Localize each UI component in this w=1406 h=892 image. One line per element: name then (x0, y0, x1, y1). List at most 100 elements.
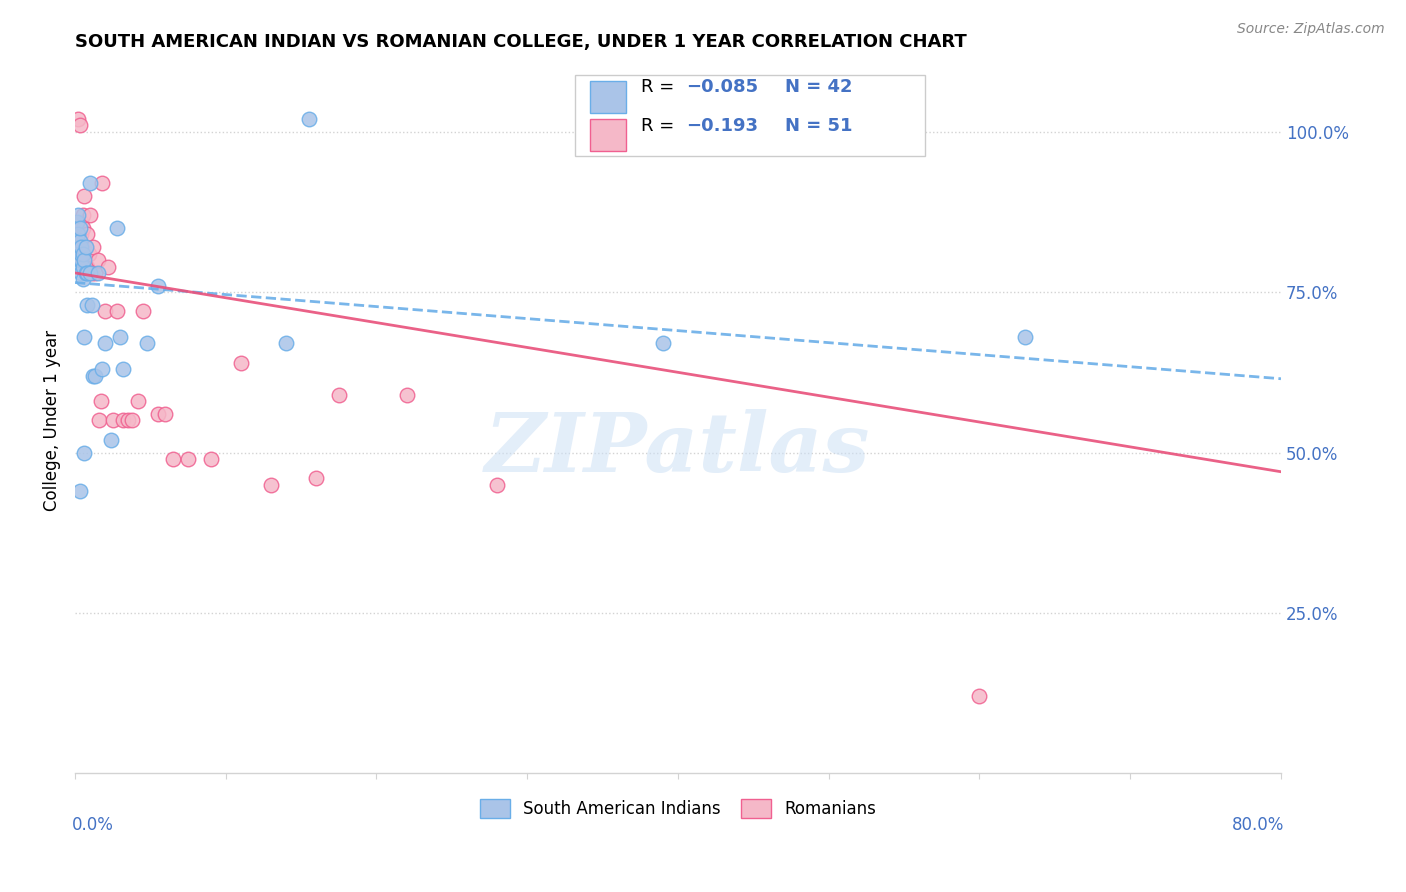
Point (112, 413, 135, 427)
Point (146, 278, 169, 293)
Point (229, 356, 252, 370)
Text: R =: R = (641, 78, 679, 96)
Point (76, 298, 98, 312)
Point (70, 214, 93, 228)
Point (146, 407, 169, 421)
Point (69, 119, 91, 133)
Point (66, 227, 89, 242)
Point (69, 221, 91, 235)
Point (70, 246, 93, 260)
Y-axis label: College, Under 1 year: College, Under 1 year (44, 330, 60, 511)
Point (70, 266, 93, 280)
Point (70, 240, 93, 254)
Point (117, 413, 139, 427)
Point (72, 240, 94, 254)
Point (70, 253, 93, 268)
Point (86, 253, 108, 268)
Point (80, 266, 103, 280)
Point (121, 413, 143, 427)
Point (79, 266, 101, 280)
Point (82, 240, 104, 254)
Point (72, 246, 94, 260)
Point (66, 112, 89, 126)
Point (1014, 330, 1036, 344)
FancyBboxPatch shape (575, 75, 925, 156)
Point (94, 336, 117, 351)
Point (65, 214, 87, 228)
Point (651, 336, 673, 351)
Point (80, 298, 103, 312)
Point (305, 471, 328, 485)
Text: 0.0%: 0.0% (72, 815, 114, 833)
Text: 80.0%: 80.0% (1232, 815, 1285, 833)
Point (69, 253, 91, 268)
Point (132, 304, 155, 318)
Point (82, 368, 104, 383)
Point (76, 260, 98, 274)
Point (72, 221, 94, 235)
Point (73, 253, 96, 268)
Point (79, 176, 101, 190)
Point (66, 208, 89, 222)
Point (72, 272, 94, 286)
Point (69, 483, 91, 498)
Point (395, 388, 418, 402)
FancyBboxPatch shape (591, 81, 626, 113)
Point (97, 260, 120, 274)
Point (73, 189, 96, 203)
Point (162, 451, 184, 466)
Point (328, 388, 350, 402)
Point (72, 208, 94, 222)
Point (136, 336, 159, 351)
Text: Source: ZipAtlas.com: Source: ZipAtlas.com (1237, 22, 1385, 37)
FancyBboxPatch shape (591, 120, 626, 151)
Point (298, 112, 321, 126)
Point (101, 413, 124, 427)
Point (127, 394, 149, 409)
Text: −0.193: −0.193 (686, 117, 758, 135)
Point (155, 407, 177, 421)
Point (112, 362, 135, 376)
Point (70, 227, 93, 242)
Text: −0.085: −0.085 (686, 78, 759, 96)
Point (969, 690, 991, 704)
Point (69, 240, 91, 254)
Point (105, 221, 128, 235)
Point (90, 394, 112, 409)
Point (83, 368, 105, 383)
Text: ZIPatlas: ZIPatlas (485, 409, 870, 489)
Point (69, 221, 91, 235)
Point (91, 176, 114, 190)
Point (75, 240, 97, 254)
Point (73, 445, 96, 459)
Text: N = 51: N = 51 (786, 117, 853, 135)
Point (66, 246, 89, 260)
Point (69, 240, 91, 254)
Point (86, 266, 108, 280)
Point (486, 477, 509, 491)
Text: R =: R = (641, 117, 685, 135)
Text: SOUTH AMERICAN INDIAN VS ROMANIAN COLLEGE, UNDER 1 YEAR CORRELATION CHART: SOUTH AMERICAN INDIAN VS ROMANIAN COLLEG… (75, 33, 967, 51)
Point (73, 330, 96, 344)
Point (76, 227, 98, 242)
Point (260, 477, 283, 491)
Point (75, 240, 97, 254)
Point (69, 234, 91, 248)
Point (105, 304, 128, 318)
Point (75, 260, 97, 274)
Point (177, 451, 200, 466)
Point (65, 234, 87, 248)
Point (274, 336, 297, 351)
Point (110, 330, 132, 344)
Point (77, 246, 100, 260)
Point (65, 221, 87, 235)
Point (91, 362, 114, 376)
Point (79, 208, 101, 222)
Text: N = 42: N = 42 (786, 78, 853, 96)
Point (66, 227, 89, 242)
Point (70, 246, 93, 260)
Legend: South American Indians, Romanians: South American Indians, Romanians (474, 792, 883, 825)
Point (75, 266, 97, 280)
Point (69, 260, 91, 274)
Point (76, 266, 98, 280)
